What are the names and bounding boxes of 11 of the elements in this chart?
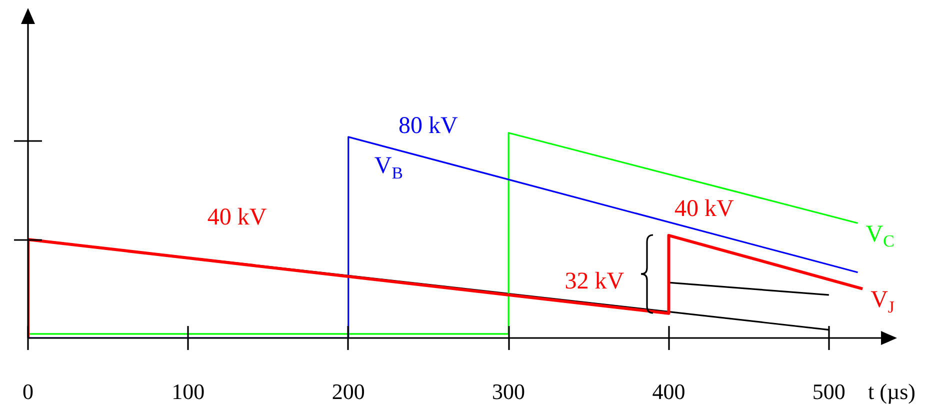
x-tick-label: 200: [332, 378, 365, 404]
annotation: 32 kV: [564, 268, 625, 294]
annotation: 40 kV: [674, 196, 734, 222]
x-tick-label: 300: [492, 378, 526, 404]
x-tick-label: 500: [812, 378, 846, 404]
x-axis-title: t (µs): [868, 378, 916, 404]
x-tick-label: 0: [22, 378, 34, 404]
annotation: 40 kV: [207, 204, 268, 230]
x-tick-label: 100: [172, 378, 205, 404]
x-tick-label: 400: [652, 378, 686, 404]
annotation: 80 kV: [398, 113, 459, 140]
